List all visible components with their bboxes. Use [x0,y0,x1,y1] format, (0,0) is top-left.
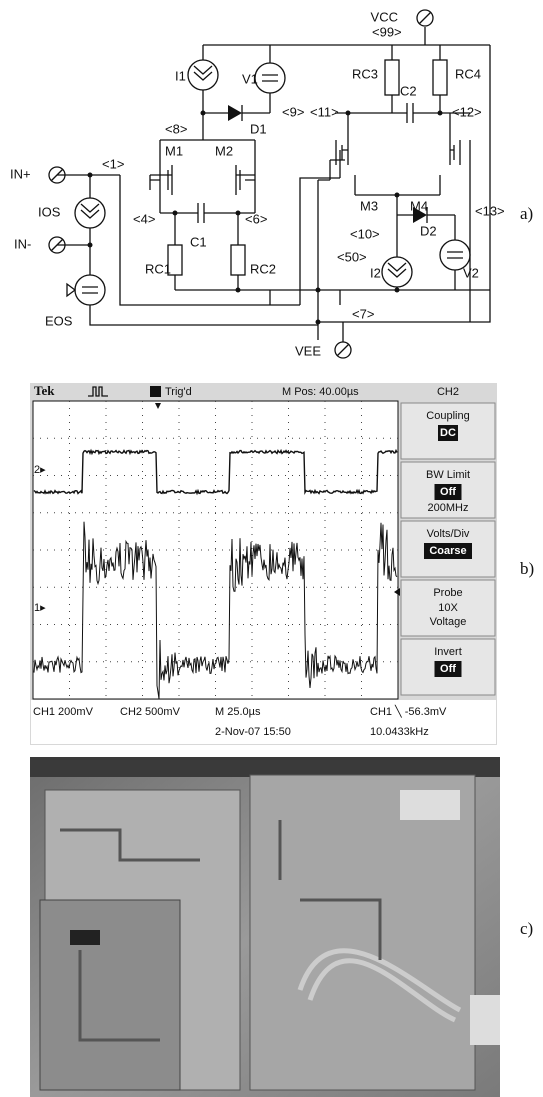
date: 2-Nov-07 15:50 [215,726,291,738]
node-label: <10> [350,226,380,241]
label: M4 [410,198,428,213]
menu-title: Invert [434,646,462,658]
node-label: <1> [102,156,124,171]
node-label: <12> [452,104,482,119]
photo [30,757,500,1097]
label: C1 [190,234,207,249]
node-label: <50> [337,249,367,264]
diode [228,105,242,121]
label: V1 [242,71,258,86]
node-label: <13> [475,203,505,218]
ch2-scale: CH2 500mV [120,706,181,718]
menu-title: Volts/Div [427,528,470,540]
label: I1 [175,68,186,83]
schematic: VCC <99> I1 V1 <9> D1 <8> RC3 RC4 C2 <11… [10,9,505,358]
label: RC3 [352,66,378,81]
resistor [433,60,447,95]
label: M1 [165,143,183,158]
label: IN- [14,236,31,251]
voltage-source [255,63,285,93]
current-source [382,257,412,287]
label: IN+ [10,166,31,181]
label: I2 [370,265,381,280]
channel: CH2 [437,386,459,398]
label: VCC [371,9,398,24]
menu: Coupling DC BW Limit Off 200MHz Volts/Div Coar… [401,403,495,695]
label: M3 [360,198,378,213]
frequency: 10.0433kHz [370,726,429,738]
resistor [385,60,399,95]
label: C2 [400,83,417,98]
timebase: M 25.0µs [215,706,261,718]
panel-label: c) [520,919,533,938]
label: RC2 [250,261,276,276]
node-label: <7> [352,306,374,321]
menu-title: Probe [433,587,462,599]
brand: Tek [34,383,55,398]
menu-title: Coupling [426,410,469,422]
menu-value: Off [440,486,456,498]
figure: VCC <99> I1 V1 <9> D1 <8> RC3 RC4 C2 <11… [0,0,543,1097]
label: M2 [215,143,233,158]
menu-extra: 200MHz [428,502,469,514]
menu-value: Coarse [429,545,466,557]
node-label: <4> [133,211,155,226]
node-label: <8> [165,121,187,136]
label: V2 [463,265,479,280]
current-source [75,198,105,228]
panel-label: b) [520,559,534,578]
wires [57,27,490,340]
trigger-level: CH1 ╲ -56.3mV [370,704,447,718]
panel-label: a) [520,204,533,223]
oscilloscope: Tek Trig'd M Pos: 40.00µs CH2 2▸ 1▸ Coup… [30,383,497,745]
node-label: <11> [310,104,339,119]
node-label: <9> [282,104,304,119]
marker: 1▸ [34,602,46,614]
label: IOS [38,204,61,219]
menu-title: BW Limit [426,469,470,481]
node-label: <99> [372,24,402,39]
resistor [231,245,245,275]
menu-value: Off [440,663,456,675]
current-source [188,60,218,90]
label: VEE [295,343,321,358]
trigger-status: Trig'd [165,386,192,398]
voltage-source [75,275,105,305]
ch1-scale: CH1 200mV [33,706,94,718]
label: D2 [420,223,437,238]
label: RC1 [145,261,171,276]
menu-value: DC [440,427,456,439]
label: RC4 [455,66,481,81]
label: D1 [250,121,267,136]
menu-line: 10X [438,602,458,614]
marker: 2▸ [34,464,46,476]
label: EOS [45,313,73,328]
node-label: <6> [245,211,267,226]
position: M Pos: 40.00µs [282,386,359,398]
menu-line: Voltage [430,616,467,628]
